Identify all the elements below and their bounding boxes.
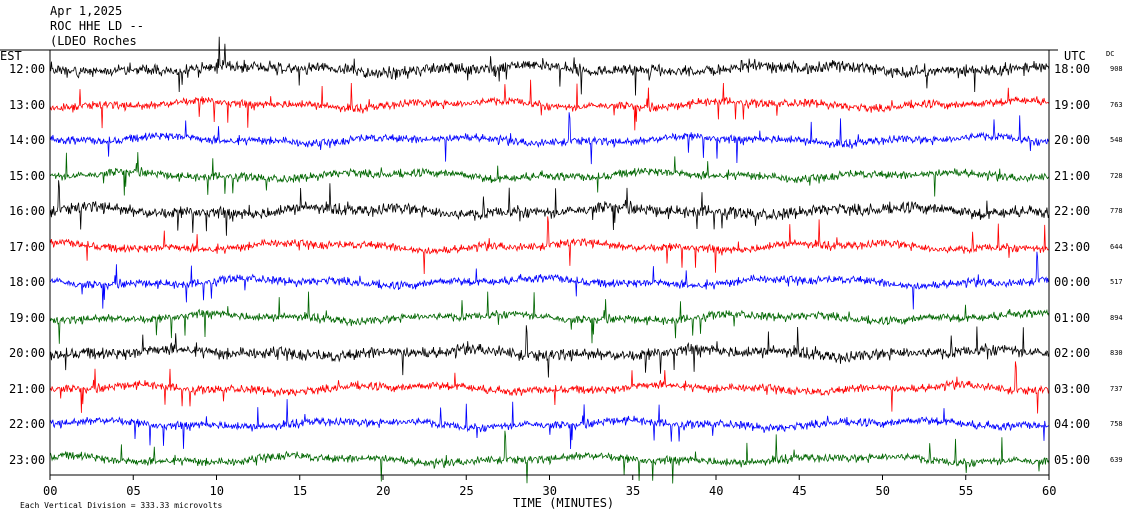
x-axis-ticks <box>49 475 1050 480</box>
dc-value: 737 <box>1110 384 1123 393</box>
dc-value: 908 <box>1110 65 1123 73</box>
trace-row-10 <box>49 361 1050 414</box>
est-hour-label: 19:00 <box>9 310 46 325</box>
est-hour-label: 14:00 <box>9 133 46 147</box>
plot-frame <box>0 49 1058 476</box>
scale-note: Each Vertical Division = 333.33 microvol… <box>20 501 223 510</box>
dc-value: 548 <box>1110 136 1123 144</box>
utc-hour-label: 20:00 <box>1054 133 1091 147</box>
right-axis-label: UTC <box>1064 49 1086 63</box>
x-tick-label: 20 <box>376 484 391 498</box>
utc-hour-label: 02:00 <box>1054 346 1091 360</box>
est-hour-label: 15:00 <box>9 168 46 183</box>
x-tick-label: 45 <box>792 484 807 498</box>
est-hour-label: 17:00 <box>9 239 46 254</box>
x-tick-label: 40 <box>709 484 724 498</box>
x-tick-label: 55 <box>958 484 974 498</box>
est-hour-label: 12:00 <box>9 62 46 76</box>
trace-row-8 <box>49 291 1050 344</box>
trace-row-9 <box>49 325 1050 378</box>
x-tick-label: 05 <box>126 484 141 498</box>
utc-hour-label: 01:00 <box>1054 310 1091 325</box>
dc-value: 778 <box>1110 207 1123 215</box>
utc-hour-label: 23:00 <box>1054 239 1091 254</box>
est-hour-label: 16:00 <box>9 204 46 218</box>
trace-row-7 <box>49 251 1050 310</box>
utc-hour-label: 19:00 <box>1054 97 1091 112</box>
dc-value: 728 <box>1110 171 1123 180</box>
est-hour-label: 22:00 <box>9 417 46 431</box>
est-hour-label: 13:00 <box>9 97 46 112</box>
header-location: (LDEO Roches <box>50 34 137 48</box>
utc-hour-label: 18:00 <box>1054 62 1091 76</box>
trace-row-2 <box>49 79 1050 131</box>
trace-row-12 <box>49 430 1050 484</box>
x-tick-label: 10 <box>209 484 224 498</box>
dc-value: 639 <box>1110 455 1123 464</box>
est-hour-label: 21:00 <box>9 381 46 396</box>
x-tick-label: 15 <box>292 484 308 498</box>
dc-value: 517 <box>1110 278 1123 286</box>
header-station: ROC HHE LD -- <box>50 19 144 33</box>
seismic-traces <box>49 36 1050 484</box>
dc-value: 758 <box>1110 420 1123 428</box>
header-date: Apr 1,2025 <box>50 4 123 18</box>
x-tick-label: 50 <box>875 484 890 498</box>
dc-value: 830 <box>1110 349 1123 357</box>
trace-row-6 <box>49 216 1050 275</box>
trace-row-1 <box>49 36 1050 96</box>
est-hour-label: 20:00 <box>9 346 46 360</box>
utc-hour-label: 21:00 <box>1054 168 1091 183</box>
dc-value: 763 <box>1110 100 1123 109</box>
x-tick-label: 60 <box>1042 484 1057 498</box>
x-tick-label: 00 <box>43 484 58 498</box>
est-hour-label: 23:00 <box>9 452 46 467</box>
dc-value: 644 <box>1110 242 1123 251</box>
trace-row-11 <box>50 399 1050 450</box>
dc-label: DC <box>1106 50 1115 58</box>
utc-hour-label: 04:00 <box>1054 417 1091 431</box>
utc-hour-label: 03:00 <box>1054 381 1091 396</box>
est-hour-label: 18:00 <box>9 275 46 289</box>
left-axis-label: EST <box>0 49 22 63</box>
dc-value: 894 <box>1110 313 1123 322</box>
utc-hour-label: 05:00 <box>1054 452 1091 467</box>
x-axis-label: TIME (MINUTES) <box>513 496 615 510</box>
x-tick-label: 35 <box>625 484 641 498</box>
utc-hour-label: 22:00 <box>1054 204 1091 218</box>
utc-hour-label: 00:00 <box>1054 275 1091 289</box>
trace-row-3 <box>49 112 1050 165</box>
x-tick-label: 30 <box>542 484 557 498</box>
x-tick-label: 25 <box>459 484 474 498</box>
trace-row-5 <box>50 180 1050 236</box>
trace-row-4 <box>49 152 1050 197</box>
